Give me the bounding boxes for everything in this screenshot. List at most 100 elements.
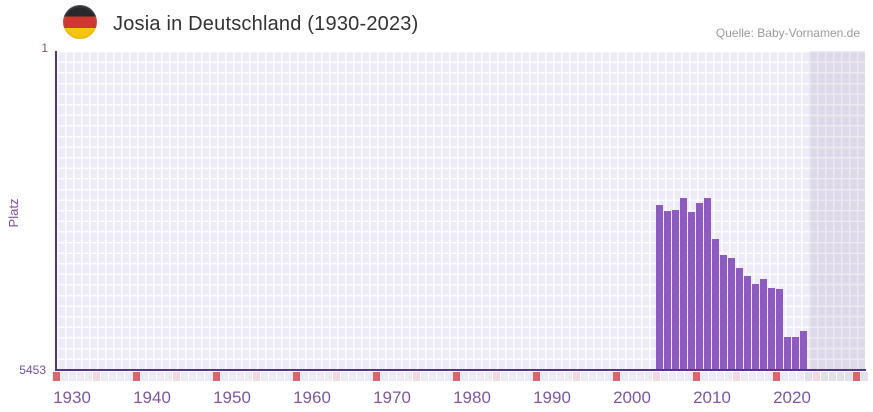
bar-2007[interactable] — [680, 198, 687, 369]
bar-2010[interactable] — [704, 198, 711, 369]
strip-cell — [69, 372, 76, 381]
source-credit: Quelle: Baby-Vornamen.de — [715, 26, 860, 40]
strip-cell — [693, 372, 700, 381]
strip-cell — [205, 372, 212, 381]
strip-cell — [573, 372, 580, 381]
strip-cell — [565, 372, 572, 381]
strip-cell — [501, 372, 508, 381]
strip-cell — [837, 372, 844, 381]
strip-cell — [85, 372, 92, 381]
bar-2019[interactable] — [776, 289, 783, 369]
strip-cell — [653, 372, 660, 381]
strip-cell — [469, 372, 476, 381]
strip-cell — [661, 372, 668, 381]
strip-cell — [797, 372, 804, 381]
strip-cell — [285, 372, 292, 381]
bar-2022[interactable] — [800, 331, 807, 369]
bar-2013[interactable] — [728, 258, 735, 369]
strip-cell — [813, 372, 820, 381]
bar-2005[interactable] — [664, 211, 671, 369]
strip-cell — [389, 372, 396, 381]
bar-2020[interactable] — [784, 337, 791, 369]
strip-cell — [781, 372, 788, 381]
strip-cell — [645, 372, 652, 381]
strip-cell — [557, 372, 564, 381]
strip-cell — [309, 372, 316, 381]
strip-cell — [229, 372, 236, 381]
strip-cell — [709, 372, 716, 381]
strip-cell — [181, 372, 188, 381]
strip-cell — [629, 372, 636, 381]
bar-2018[interactable] — [768, 288, 775, 369]
strip-cell — [117, 372, 124, 381]
strip-cell — [541, 372, 548, 381]
strip-cell — [61, 372, 68, 381]
y-axis-tick-bottom: 5453 — [19, 363, 46, 377]
strip-cell — [461, 372, 468, 381]
strip-cell — [149, 372, 156, 381]
no-data-shaded-band — [809, 51, 865, 369]
strip-cell — [853, 372, 860, 381]
strip-cell — [245, 372, 252, 381]
strip-cell — [141, 372, 148, 381]
bar-2015[interactable] — [744, 276, 751, 369]
timeline-strip[interactable] — [53, 372, 869, 381]
strip-cell — [741, 372, 748, 381]
strip-cell — [637, 372, 644, 381]
strip-cell — [333, 372, 340, 381]
strip-cell — [509, 372, 516, 381]
strip-cell — [821, 372, 828, 381]
strip-cell — [533, 372, 540, 381]
bar-2009[interactable] — [696, 203, 703, 369]
x-tick-1940: 1940 — [133, 388, 171, 407]
bar-2012[interactable] — [720, 255, 727, 369]
strip-cell — [237, 372, 244, 381]
x-tick-1960: 1960 — [293, 388, 331, 407]
x-tick-1980: 1980 — [453, 388, 491, 407]
x-tick-1930: 1930 — [53, 388, 91, 407]
strip-cell — [493, 372, 500, 381]
y-axis-label: Platz — [6, 198, 21, 228]
strip-cell — [53, 372, 60, 381]
chart-title: Josia in Deutschland (1930-2023) — [113, 13, 419, 35]
strip-cell — [597, 372, 604, 381]
bar-2016[interactable] — [752, 284, 759, 369]
strip-cell — [805, 372, 812, 381]
strip-cell — [517, 372, 524, 381]
bar-2017[interactable] — [760, 279, 767, 369]
strip-cell — [861, 372, 868, 381]
y-axis-tick-top: 1 — [41, 41, 48, 55]
strip-cell — [605, 372, 612, 381]
x-axis-ticks: 1930 1940 1950 1960 1970 1980 1990 2000 2010 2020 — [0, 388, 873, 408]
strip-cell — [93, 372, 100, 381]
strip-cell — [133, 372, 140, 381]
bar-2011[interactable] — [712, 239, 719, 369]
strip-cell — [269, 372, 276, 381]
strip-cell — [261, 372, 268, 381]
bar-2006[interactable] — [672, 210, 679, 369]
x-tick-1990: 1990 — [533, 388, 571, 407]
strip-cell — [349, 372, 356, 381]
strip-cell — [405, 372, 412, 381]
strip-cell — [301, 372, 308, 381]
strip-cell — [789, 372, 796, 381]
strip-cell — [253, 372, 260, 381]
strip-cell — [413, 372, 420, 381]
strip-cell — [437, 372, 444, 381]
strip-cell — [221, 372, 228, 381]
strip-cell — [381, 372, 388, 381]
strip-cell — [357, 372, 364, 381]
x-tick-2020: 2020 — [773, 388, 811, 407]
strip-cell — [125, 372, 132, 381]
strip-cell — [685, 372, 692, 381]
x-tick-1950: 1950 — [213, 388, 251, 407]
bar-2004[interactable] — [656, 205, 663, 369]
strip-cell — [109, 372, 116, 381]
strip-cell — [277, 372, 284, 381]
strip-cell — [725, 372, 732, 381]
strip-cell — [757, 372, 764, 381]
strip-cell — [373, 372, 380, 381]
bar-2008[interactable] — [688, 212, 695, 369]
bar-2021[interactable] — [792, 337, 799, 369]
bar-2014[interactable] — [736, 268, 743, 369]
